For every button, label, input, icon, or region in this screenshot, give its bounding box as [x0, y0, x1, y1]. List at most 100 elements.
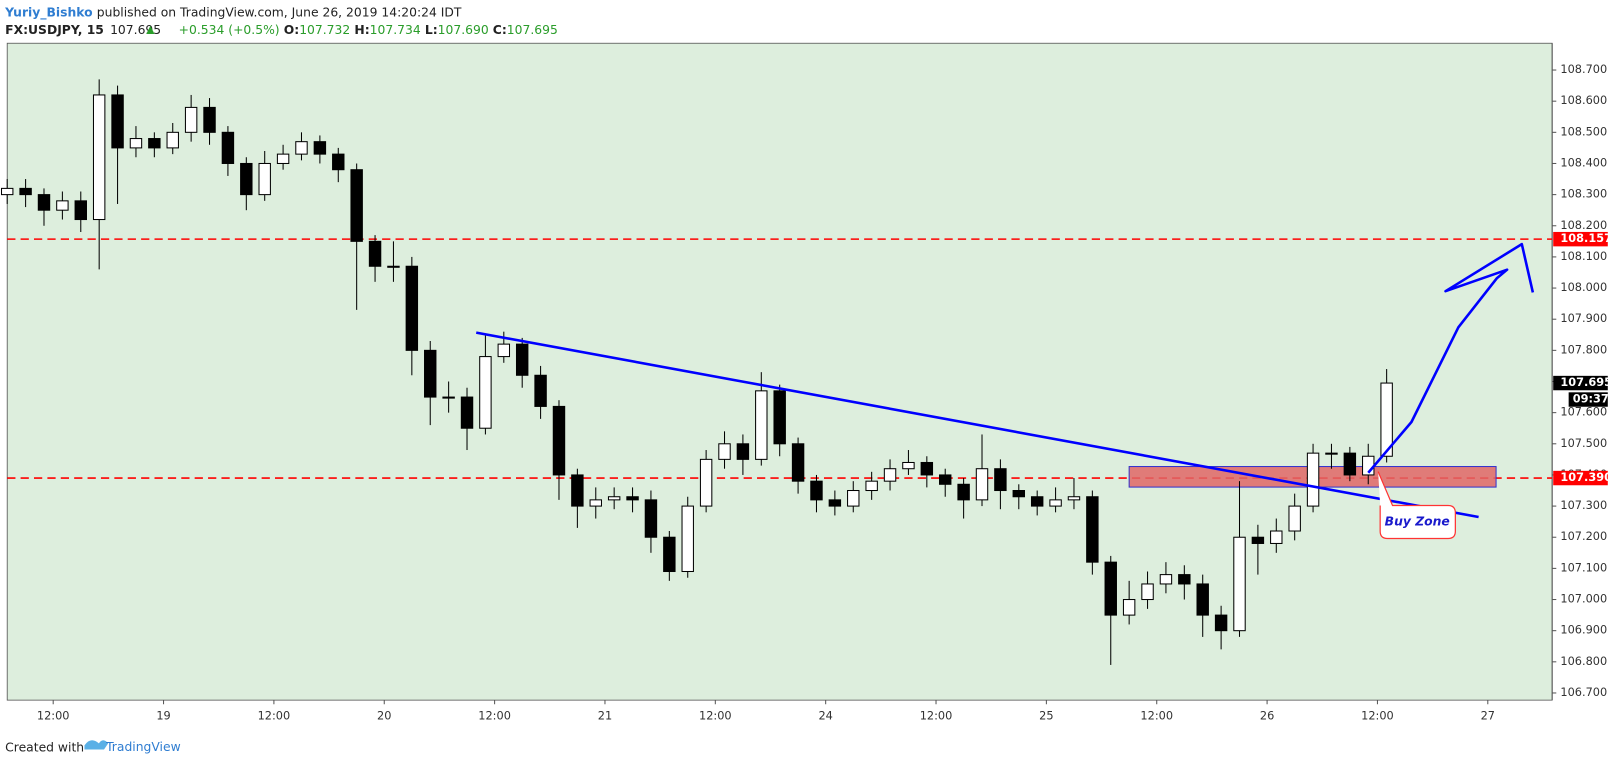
candle-body: [111, 94, 124, 149]
x-tick-label: 12:00: [1140, 709, 1173, 723]
last-price-box: [1553, 375, 1608, 391]
candle-body: [755, 390, 768, 460]
candle-body: [920, 461, 934, 476]
x-tick-label: 27: [1481, 709, 1495, 723]
header-line: Yuriy_Bishko published on TradingView.com…: [4, 5, 462, 20]
candle-body: [699, 458, 713, 507]
x-tick-label: 20: [377, 709, 391, 723]
level-price-box: [1553, 470, 1608, 486]
y-tick-label: 107.100: [1560, 560, 1607, 574]
candle-body: [368, 240, 382, 267]
price: 107.695: [110, 22, 161, 36]
author[interactable]: Yuriy_Bishko: [4, 5, 93, 20]
callout-box: [1377, 471, 1456, 540]
x-tick-label: 24: [818, 709, 832, 723]
candle-body: [1159, 574, 1173, 585]
x-tick-label: 12:00: [258, 709, 291, 723]
o-value: 107.732: [299, 22, 350, 36]
candle-body: [828, 499, 842, 507]
x-tick-label: 21: [598, 709, 612, 723]
y-tick-label: 107.200: [1560, 529, 1607, 543]
candle-body: [184, 106, 198, 133]
candle-body: [387, 265, 400, 268]
candle-body: [1104, 561, 1117, 616]
candle-body: [1141, 583, 1154, 601]
candle-body: [1270, 530, 1283, 544]
candle-body: [1233, 536, 1246, 632]
candle-body: [975, 468, 989, 501]
candle-body: [0, 187, 14, 196]
candle-body: [74, 200, 87, 221]
buy-zone-callout: Buy Zone: [1377, 471, 1456, 540]
y-tick-label: 108.000: [1560, 280, 1607, 294]
plot-area: 106.700 106.800 106.900 107.000 107.100 107.2…: [0, 42, 1612, 723]
candle-body: [424, 349, 437, 398]
x-tick-label: 12:00: [1361, 709, 1394, 723]
x-tick-label: 12:00: [920, 709, 953, 723]
candle-body: [332, 153, 345, 171]
candle-body: [957, 483, 970, 501]
candle-body: [1325, 452, 1338, 455]
x-tick-label: 12:00: [478, 709, 511, 723]
level-price-label: 108.157: [1560, 231, 1612, 245]
candle-body: [534, 374, 547, 407]
level-price-box: [1553, 231, 1608, 247]
y-tick-label: 107.500: [1560, 436, 1607, 450]
candle-body: [681, 505, 694, 573]
candle-body: [258, 162, 271, 196]
last-price-label: 107.695: [1560, 375, 1612, 389]
y-tick-label: 107.900: [1560, 311, 1607, 325]
c-label: C:: [493, 22, 507, 36]
h-label: H:: [354, 22, 369, 36]
candle-body: [515, 343, 529, 376]
candle-body: [1178, 574, 1191, 585]
candle-body: [276, 153, 290, 164]
y-tick-label: 108.500: [1560, 124, 1607, 138]
candle-body: [1067, 496, 1081, 501]
c-value: 107.695: [507, 22, 558, 36]
candle-body: [1214, 614, 1228, 632]
candle-body: [221, 131, 235, 164]
y-tick-label: 108.400: [1560, 155, 1607, 169]
candle-body: [810, 480, 823, 501]
candle-body: [56, 200, 69, 211]
candle-body: [240, 162, 253, 196]
up-arrow-icon: [146, 25, 155, 34]
x-tick-label: 12:00: [37, 709, 70, 723]
candle-body: [350, 169, 363, 242]
candle-body: [1122, 599, 1136, 616]
o-label: O:: [284, 22, 299, 36]
callout-label: Buy Zone: [1385, 515, 1450, 529]
candle-body: [37, 194, 51, 211]
candle-body: [497, 343, 511, 358]
brand[interactable]: TradingView: [105, 740, 181, 754]
y-tick-label: 107.300: [1560, 498, 1607, 512]
candle-body: [1049, 499, 1062, 507]
candle-body: [1012, 490, 1026, 498]
y-tick-label: 107.000: [1560, 592, 1607, 606]
candle-body: [148, 138, 161, 149]
countdown-box: [1568, 392, 1608, 407]
candle-body: [1306, 452, 1320, 507]
candle-body: [552, 405, 566, 476]
candle-body: [626, 496, 639, 501]
candle-body: [718, 443, 731, 460]
candle-body: [847, 490, 860, 507]
candle-body: [571, 474, 584, 507]
y-tick-label: 108.600: [1560, 93, 1607, 107]
x-tick-label: 25: [1039, 709, 1053, 723]
y-tick-label: 108.300: [1560, 187, 1607, 201]
candle-body: [479, 356, 492, 429]
candle-body: [1380, 382, 1393, 457]
symbol: FX:USDJPY, 15: [5, 22, 104, 36]
change: +0.534 (+0.5%): [179, 22, 280, 36]
candle-body: [1030, 496, 1044, 507]
y-tick-label: 107.600: [1560, 405, 1607, 419]
footer-text: Created with: [5, 740, 84, 754]
published: published on TradingView.com, June 26, 2…: [97, 5, 462, 19]
candle-body: [1196, 583, 1209, 616]
candle-body: [1288, 505, 1301, 532]
symbol-line: FX:USDJPY, 15 107.695 +0.534 (+0.5%) O:107.…: [5, 22, 558, 36]
candle-body: [313, 141, 327, 155]
